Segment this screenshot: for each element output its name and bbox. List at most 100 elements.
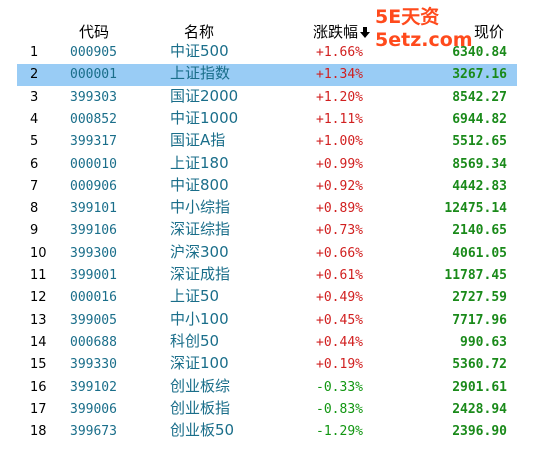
- row-index: 17: [30, 401, 47, 417]
- row-name: 上证50: [170, 287, 220, 306]
- selection-highlight: [17, 64, 517, 87]
- row-price: 990.63: [460, 334, 507, 350]
- row-price: 4442.83: [452, 178, 507, 194]
- row-change: +1.20%: [316, 89, 363, 105]
- row-price: 11787.45: [444, 268, 507, 283]
- row-price: 8569.34: [452, 156, 507, 172]
- row-code: 000688: [70, 334, 117, 350]
- row-price: 12475.14: [444, 201, 507, 217]
- row-change: +0.19%: [316, 357, 363, 373]
- row-change: +0.66%: [316, 245, 363, 261]
- row-change: +1.11%: [316, 111, 363, 127]
- row-index: 10: [30, 245, 47, 261]
- row-change: +0.45%: [316, 312, 363, 328]
- row-price: 5360.72: [452, 357, 507, 373]
- row-price: 5512.65: [452, 134, 507, 150]
- row-code: 399102: [70, 379, 117, 395]
- row-code: 399006: [70, 401, 117, 417]
- row-name: 沪深300: [170, 242, 229, 261]
- row-name: 深证成指: [170, 265, 231, 283]
- row-price: 6944.82: [452, 111, 507, 127]
- row-code: 399303: [70, 89, 117, 105]
- row-code: 399101: [70, 201, 117, 217]
- row-code: 399673: [70, 424, 117, 440]
- row-name: 上证180: [170, 153, 229, 172]
- row-price: 2428.94: [452, 401, 507, 417]
- table-row[interactable]: 14 000688 科创50 +0.44% 990.63: [0, 332, 535, 354]
- row-code: 399005: [70, 312, 117, 328]
- row-index: 12: [30, 290, 47, 306]
- row-change: +0.44%: [316, 334, 363, 350]
- table-row[interactable]: 4 000852 中证1000 +1.11% 6944.82: [0, 109, 535, 131]
- table-row[interactable]: 2 000001 上证指数 +1.34% 3267.16: [0, 64, 535, 87]
- row-name: 国证2000: [170, 86, 239, 105]
- row-name: 国证A指: [170, 131, 226, 150]
- row-index: 6: [30, 156, 39, 172]
- table-row[interactable]: 8 399101 中小综指 +0.89% 12475.14: [0, 198, 535, 220]
- row-index: 5: [30, 134, 39, 150]
- row-change: +0.49%: [316, 290, 363, 306]
- column-header-change-label: 涨跌幅: [313, 23, 359, 41]
- row-index: 16: [30, 379, 47, 395]
- row-index: 8: [30, 201, 39, 217]
- row-code: 399330: [70, 357, 117, 373]
- table-row[interactable]: 9 399106 深证综指 +0.73% 2140.65: [0, 220, 535, 242]
- row-change: +0.92%: [316, 178, 363, 194]
- row-change: -0.83%: [316, 401, 363, 417]
- column-header-price[interactable]: 现价: [474, 23, 505, 41]
- row-price: 2727.59: [452, 290, 507, 306]
- row-price: 7717.96: [452, 312, 507, 328]
- row-name: 中证500: [170, 42, 229, 60]
- column-header-code[interactable]: 代码: [79, 23, 110, 41]
- row-name: 科创50: [170, 331, 220, 350]
- row-code: 399001: [70, 268, 117, 283]
- table-row[interactable]: 18 399673 创业板50 -1.29% 2396.90: [0, 421, 535, 443]
- table-row[interactable]: 10 399300 沪深300 +0.66% 4061.05: [0, 243, 535, 265]
- table-row[interactable]: 3 399303 国证2000 +1.20% 8542.27: [0, 87, 535, 109]
- row-change: +0.89%: [316, 201, 363, 217]
- row-name: 深证100: [170, 354, 229, 373]
- table-row[interactable]: 5 399317 国证A指 +1.00% 5512.65: [0, 131, 535, 153]
- row-change: +0.61%: [316, 268, 363, 283]
- table-row[interactable]: 1 000905 中证500 +1.66% 6340.84: [0, 42, 535, 64]
- table-row[interactable]: 15 399330 深证100 +0.19% 5360.72: [0, 354, 535, 376]
- column-header-change[interactable]: 涨跌幅: [313, 21, 371, 42]
- table-row[interactable]: 6 000010 上证180 +0.99% 8569.34: [0, 154, 535, 176]
- row-code: 000905: [70, 45, 117, 60]
- row-index: 9: [30, 223, 39, 239]
- row-index: 14: [30, 334, 47, 350]
- row-change: +1.34%: [316, 67, 363, 83]
- table-row[interactable]: 16 399102 创业板综 -0.33% 2901.61: [0, 377, 535, 399]
- row-index: 7: [30, 178, 39, 194]
- table-row[interactable]: 17 399006 创业板指 -0.83% 2428.94: [0, 399, 535, 421]
- row-code: 399317: [70, 134, 117, 150]
- row-code: 399106: [70, 223, 117, 239]
- watermark-logo: 5E天资5etz.com: [375, 6, 473, 51]
- column-header-name[interactable]: 名称: [184, 23, 215, 41]
- row-price: 3267.16: [452, 67, 507, 83]
- table-header: 代码 名称 涨跌幅 现价 5E天资5etz.com: [0, 0, 535, 51]
- row-price: 2396.90: [452, 424, 507, 440]
- row-price: 2901.61: [452, 379, 507, 395]
- row-code: 000010: [70, 156, 117, 172]
- table-row[interactable]: 7 000906 中证800 +0.92% 4442.83: [0, 176, 535, 198]
- sort-descending-icon: [360, 27, 371, 38]
- row-name: 创业板综: [170, 376, 231, 395]
- row-name: 中小100: [170, 309, 229, 328]
- row-code: 000016: [70, 290, 117, 306]
- row-code: 000001: [70, 67, 117, 83]
- table-row[interactable]: 13 399005 中小100 +0.45% 7717.96: [0, 310, 535, 332]
- row-name: 创业板50: [170, 421, 235, 440]
- row-name: 创业板指: [170, 398, 231, 417]
- row-code: 000852: [70, 111, 117, 127]
- table-row[interactable]: 11 399001 深证成指 +0.61% 11787.45: [0, 265, 535, 287]
- row-index: 13: [30, 312, 47, 328]
- row-name: 深证综指: [170, 220, 231, 239]
- table-row[interactable]: 12 000016 上证50 +0.49% 2727.59: [0, 287, 535, 309]
- row-change: +1.00%: [316, 134, 363, 150]
- row-name: 中证800: [170, 175, 229, 194]
- row-price: 2140.65: [452, 223, 507, 239]
- row-change: -1.29%: [316, 424, 363, 440]
- row-code: 000906: [70, 178, 117, 194]
- row-index: 15: [30, 357, 47, 373]
